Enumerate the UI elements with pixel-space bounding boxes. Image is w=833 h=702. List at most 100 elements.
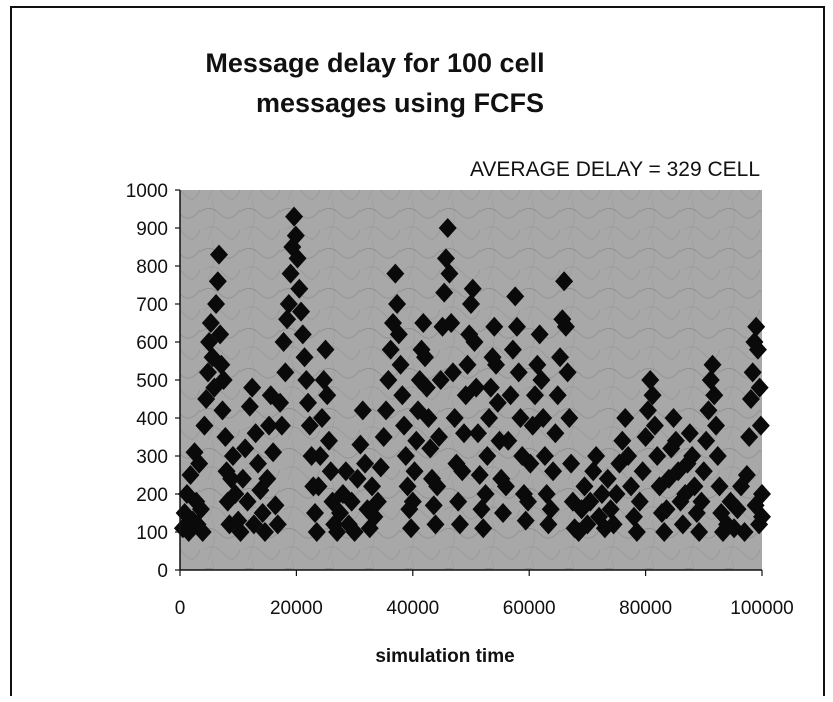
data-point (685, 476, 704, 497)
data-point (363, 476, 382, 497)
data-point (737, 465, 756, 485)
data-point (212, 354, 231, 375)
data-point (429, 427, 448, 447)
data-point (290, 278, 309, 299)
data-point (521, 453, 540, 474)
data-point (560, 408, 579, 428)
data-point (295, 347, 314, 368)
data-point (255, 522, 274, 542)
data-point (581, 491, 600, 512)
x-tick-label: 100000 (730, 598, 793, 619)
data-point (633, 461, 652, 482)
data-point (708, 446, 727, 466)
data-point (398, 476, 417, 497)
data-point (193, 522, 212, 542)
data-point (468, 423, 487, 444)
data-point (300, 415, 319, 436)
data-point (271, 392, 290, 413)
data-point (396, 446, 415, 466)
data-point (592, 484, 611, 504)
data-point (276, 362, 295, 383)
data-point (213, 400, 232, 421)
data-point (438, 218, 457, 238)
data-point (197, 389, 216, 409)
data-point (613, 430, 632, 451)
data-point (393, 385, 412, 406)
data-point (578, 514, 597, 535)
data-point (309, 476, 328, 497)
y-tick-label: 1000 (126, 181, 168, 202)
data-point (264, 442, 283, 463)
data-point (750, 377, 769, 398)
data-point (458, 354, 477, 375)
y-tick-label: 600 (136, 333, 168, 354)
data-point (746, 495, 765, 516)
data-point (426, 514, 445, 535)
data-point (604, 514, 623, 535)
data-point (630, 491, 649, 512)
data-point (379, 370, 398, 390)
data-point (307, 522, 326, 542)
data-point (470, 465, 489, 485)
data-point (345, 522, 364, 542)
data-point (747, 316, 766, 337)
data-point (223, 446, 242, 466)
data-point (751, 415, 770, 436)
data-point (692, 491, 711, 512)
data-point (374, 427, 393, 447)
data-point (286, 225, 305, 246)
data-point (214, 370, 233, 390)
data-point (537, 484, 556, 504)
data-point (587, 446, 606, 466)
data-point (278, 309, 297, 330)
data-point (306, 503, 325, 523)
data-point (622, 476, 641, 497)
data-point (556, 316, 575, 337)
data-point (699, 400, 718, 421)
data-point (511, 408, 530, 428)
data-point (336, 461, 355, 482)
data-point (562, 453, 581, 474)
data-point (190, 453, 209, 474)
y-tick-label: 500 (136, 371, 168, 392)
data-point (348, 468, 367, 489)
data-point (530, 324, 549, 345)
data-point (288, 248, 307, 269)
data-point (666, 430, 685, 451)
data-point (539, 514, 558, 535)
data-point (371, 457, 390, 478)
data-point (455, 423, 474, 444)
data-point (407, 430, 426, 451)
y-tick-label: 200 (136, 485, 168, 506)
data-point (299, 392, 318, 413)
data-point (740, 427, 759, 447)
data-point (318, 385, 337, 406)
data-point (748, 339, 767, 360)
data-point (558, 362, 577, 383)
data-point (281, 263, 300, 284)
data-point (198, 362, 217, 383)
y-tick-label: 100 (136, 523, 168, 544)
data-point (226, 484, 245, 504)
data-point (627, 522, 646, 542)
data-point (694, 461, 713, 482)
data-point (643, 385, 662, 406)
data-point (546, 423, 565, 444)
data-point (472, 499, 491, 520)
data-point (480, 408, 499, 428)
data-point (680, 423, 699, 444)
data-point (476, 484, 495, 504)
y-tick-label: 900 (136, 219, 168, 240)
data-point (209, 244, 228, 265)
data-point (445, 408, 464, 428)
data-point (705, 385, 724, 406)
data-point (414, 313, 433, 333)
data-point (509, 362, 528, 383)
data-point (598, 468, 617, 489)
data-point (207, 294, 226, 314)
data-point (703, 354, 722, 375)
data-point (388, 294, 407, 314)
data-point (673, 514, 692, 535)
data-point (664, 408, 683, 428)
data-point (238, 491, 257, 512)
